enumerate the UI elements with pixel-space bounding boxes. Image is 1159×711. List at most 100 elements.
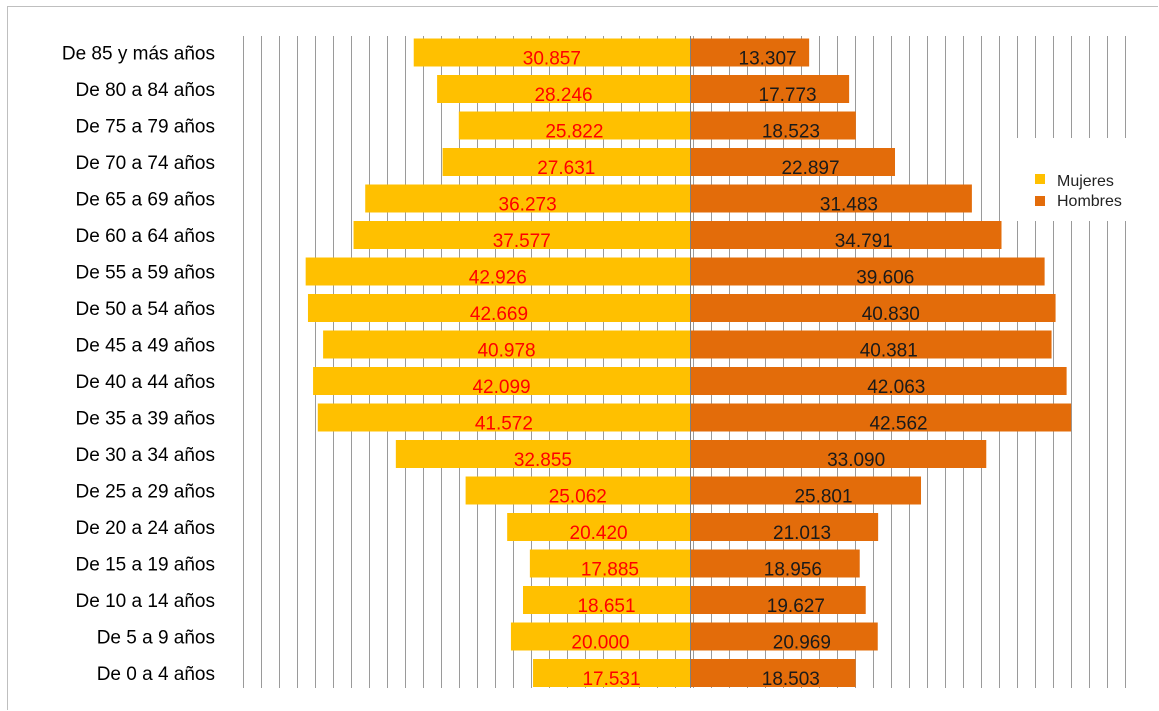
legend: Mujeres Hombres xyxy=(1010,138,1149,221)
data-label-mujeres: 17.885 xyxy=(581,560,639,581)
category-label: De 0 a 4 años xyxy=(97,664,215,685)
legend-background xyxy=(1010,138,1149,221)
data-label-mujeres: 42.669 xyxy=(470,304,528,325)
data-label-mujeres: 42.099 xyxy=(472,377,530,398)
category-label: De 40 a 44 años xyxy=(76,372,215,393)
data-label-mujeres: 32.855 xyxy=(514,450,572,471)
data-label-hombres: 40.830 xyxy=(862,304,920,325)
data-label-hombres: 20.969 xyxy=(773,633,831,654)
data-label-mujeres: 37.577 xyxy=(493,231,551,252)
category-label: De 65 a 69 años xyxy=(76,190,215,211)
category-label: De 45 a 49 años xyxy=(76,336,215,357)
data-label-hombres: 22.897 xyxy=(781,158,839,179)
bar-hombres-de-15-a-19-anos xyxy=(690,549,860,578)
data-label-mujeres: 36.273 xyxy=(499,195,557,216)
bar-mujeres-de-85-y-mas-anos xyxy=(413,38,690,67)
category-label: De 20 a 24 años xyxy=(76,518,215,539)
bar-mujeres-de-40-a-44-anos xyxy=(313,367,690,395)
data-label-hombres: 17.773 xyxy=(759,85,817,106)
category-label: De 70 a 74 años xyxy=(76,153,215,174)
data-label-hombres: 33.090 xyxy=(827,450,885,471)
data-label-mujeres: 20.420 xyxy=(570,523,628,544)
bar-mujeres-de-15-a-19-anos xyxy=(529,549,690,578)
data-label-hombres: 13.307 xyxy=(739,49,797,70)
bar-hombres-de-70-a-74-anos xyxy=(690,148,896,176)
data-label-hombres: 40.381 xyxy=(860,341,918,362)
bar-hombres-de-20-a-24-anos xyxy=(690,513,879,541)
category-label: De 5 a 9 años xyxy=(97,628,215,649)
category-label: De 30 a 34 años xyxy=(76,445,215,466)
legend-swatch-hombres xyxy=(1035,196,1045,206)
data-label-hombres: 18.523 xyxy=(762,122,820,143)
bar-hombres-de-55-a-59-anos xyxy=(690,257,1045,286)
data-label-hombres: 42.562 xyxy=(869,414,927,435)
bar-hombres-de-5-a-9-anos xyxy=(690,622,878,651)
data-label-hombres: 18.956 xyxy=(764,560,822,581)
bar-hombres-de-50-a-54-anos xyxy=(690,294,1056,322)
bar-mujeres-de-80-a-84-anos xyxy=(437,75,690,103)
data-label-mujeres: 20.000 xyxy=(571,633,629,654)
bar-hombres-de-75-a-79-anos xyxy=(690,111,856,140)
value-labels: 30.857 13.307 28.246 17.773 25.822 18.523 27.6… xyxy=(469,49,928,691)
category-labels: De 85 y más años De 80 a 84 años De 75 a 7… xyxy=(62,44,215,686)
bar-mujeres-de-75-a-79-anos xyxy=(458,111,690,140)
bar-mujeres-de-35-a-39-anos xyxy=(317,403,690,432)
bar-hombres-de-10-a-14-anos xyxy=(690,586,866,614)
legend-swatch-mujeres xyxy=(1035,174,1045,184)
bars xyxy=(305,36,1072,688)
bar-mujeres-de-20-a-24-anos xyxy=(507,513,690,541)
data-label-hombres: 34.791 xyxy=(835,231,893,252)
category-label: De 60 a 64 años xyxy=(76,226,215,247)
bar-mujeres-de-45-a-49-anos xyxy=(323,330,690,359)
bar-hombres-de-40-a-44-anos xyxy=(690,367,1067,395)
data-label-hombres: 25.801 xyxy=(794,487,852,508)
bar-mujeres-de-60-a-64-anos xyxy=(353,221,690,249)
category-label: De 50 a 54 años xyxy=(76,299,215,320)
bar-hombres-de-30-a-34-anos xyxy=(690,440,987,468)
bar-mujeres-de-70-a-74-anos xyxy=(442,148,690,176)
bar-hombres-de-35-a-39-anos xyxy=(690,403,1072,432)
bar-mujeres-de-10-a-14-anos xyxy=(523,586,690,614)
category-label: De 85 y más años xyxy=(62,44,215,65)
data-label-hombres: 19.627 xyxy=(767,596,825,617)
data-label-hombres: 18.503 xyxy=(762,669,820,690)
category-label: De 25 a 29 años xyxy=(76,482,215,503)
bar-hombres-de-60-a-64-anos xyxy=(690,221,1002,249)
bar-hombres-de-45-a-49-anos xyxy=(690,330,1052,359)
data-label-mujeres: 27.631 xyxy=(537,158,595,179)
bar-hombres-de-0-a-4-anos xyxy=(690,659,856,687)
bar-hombres-de-80-a-84-anos xyxy=(690,75,850,103)
data-label-mujeres: 30.857 xyxy=(523,49,581,70)
category-label: De 75 a 79 años xyxy=(76,117,215,138)
bar-hombres-de-65-a-69-anos xyxy=(690,184,972,213)
data-label-mujeres: 41.572 xyxy=(475,414,533,435)
data-label-mujeres: 28.246 xyxy=(534,85,592,106)
data-label-mujeres: 42.926 xyxy=(469,268,527,289)
category-label: De 80 a 84 años xyxy=(76,80,215,101)
bar-hombres-de-85-y-mas-anos xyxy=(690,38,810,67)
category-label: De 15 a 19 años xyxy=(76,555,215,576)
bar-mujeres-de-50-a-54-anos xyxy=(307,294,690,322)
category-label: De 10 a 14 años xyxy=(76,591,215,612)
legend-label-hombres: Hombres xyxy=(1057,193,1122,210)
chart-frame xyxy=(7,6,1158,710)
category-label: De 55 a 59 años xyxy=(76,263,215,284)
bar-mujeres-de-0-a-4-anos xyxy=(533,659,690,687)
legend-label-mujeres: Mujeres xyxy=(1057,173,1114,190)
data-label-mujeres: 17.531 xyxy=(582,669,640,690)
data-label-hombres: 42.063 xyxy=(867,377,925,398)
data-label-mujeres: 25.062 xyxy=(549,487,607,508)
data-label-hombres: 21.013 xyxy=(773,523,831,544)
data-label-mujeres: 18.651 xyxy=(577,596,635,617)
bar-hombres-de-25-a-29-anos xyxy=(690,476,922,505)
bar-mujeres-de-55-a-59-anos xyxy=(305,257,690,286)
bar-mujeres-de-25-a-29-anos xyxy=(465,476,690,505)
category-label: De 35 a 39 años xyxy=(76,409,215,430)
bar-mujeres-de-30-a-34-anos xyxy=(395,440,690,468)
bar-mujeres-de-5-a-9-anos xyxy=(510,622,690,651)
data-label-mujeres: 25.822 xyxy=(545,122,603,143)
bar-mujeres-de-65-a-69-anos xyxy=(365,184,690,213)
data-label-hombres: 39.606 xyxy=(856,268,914,289)
data-label-hombres: 31.483 xyxy=(820,195,878,216)
